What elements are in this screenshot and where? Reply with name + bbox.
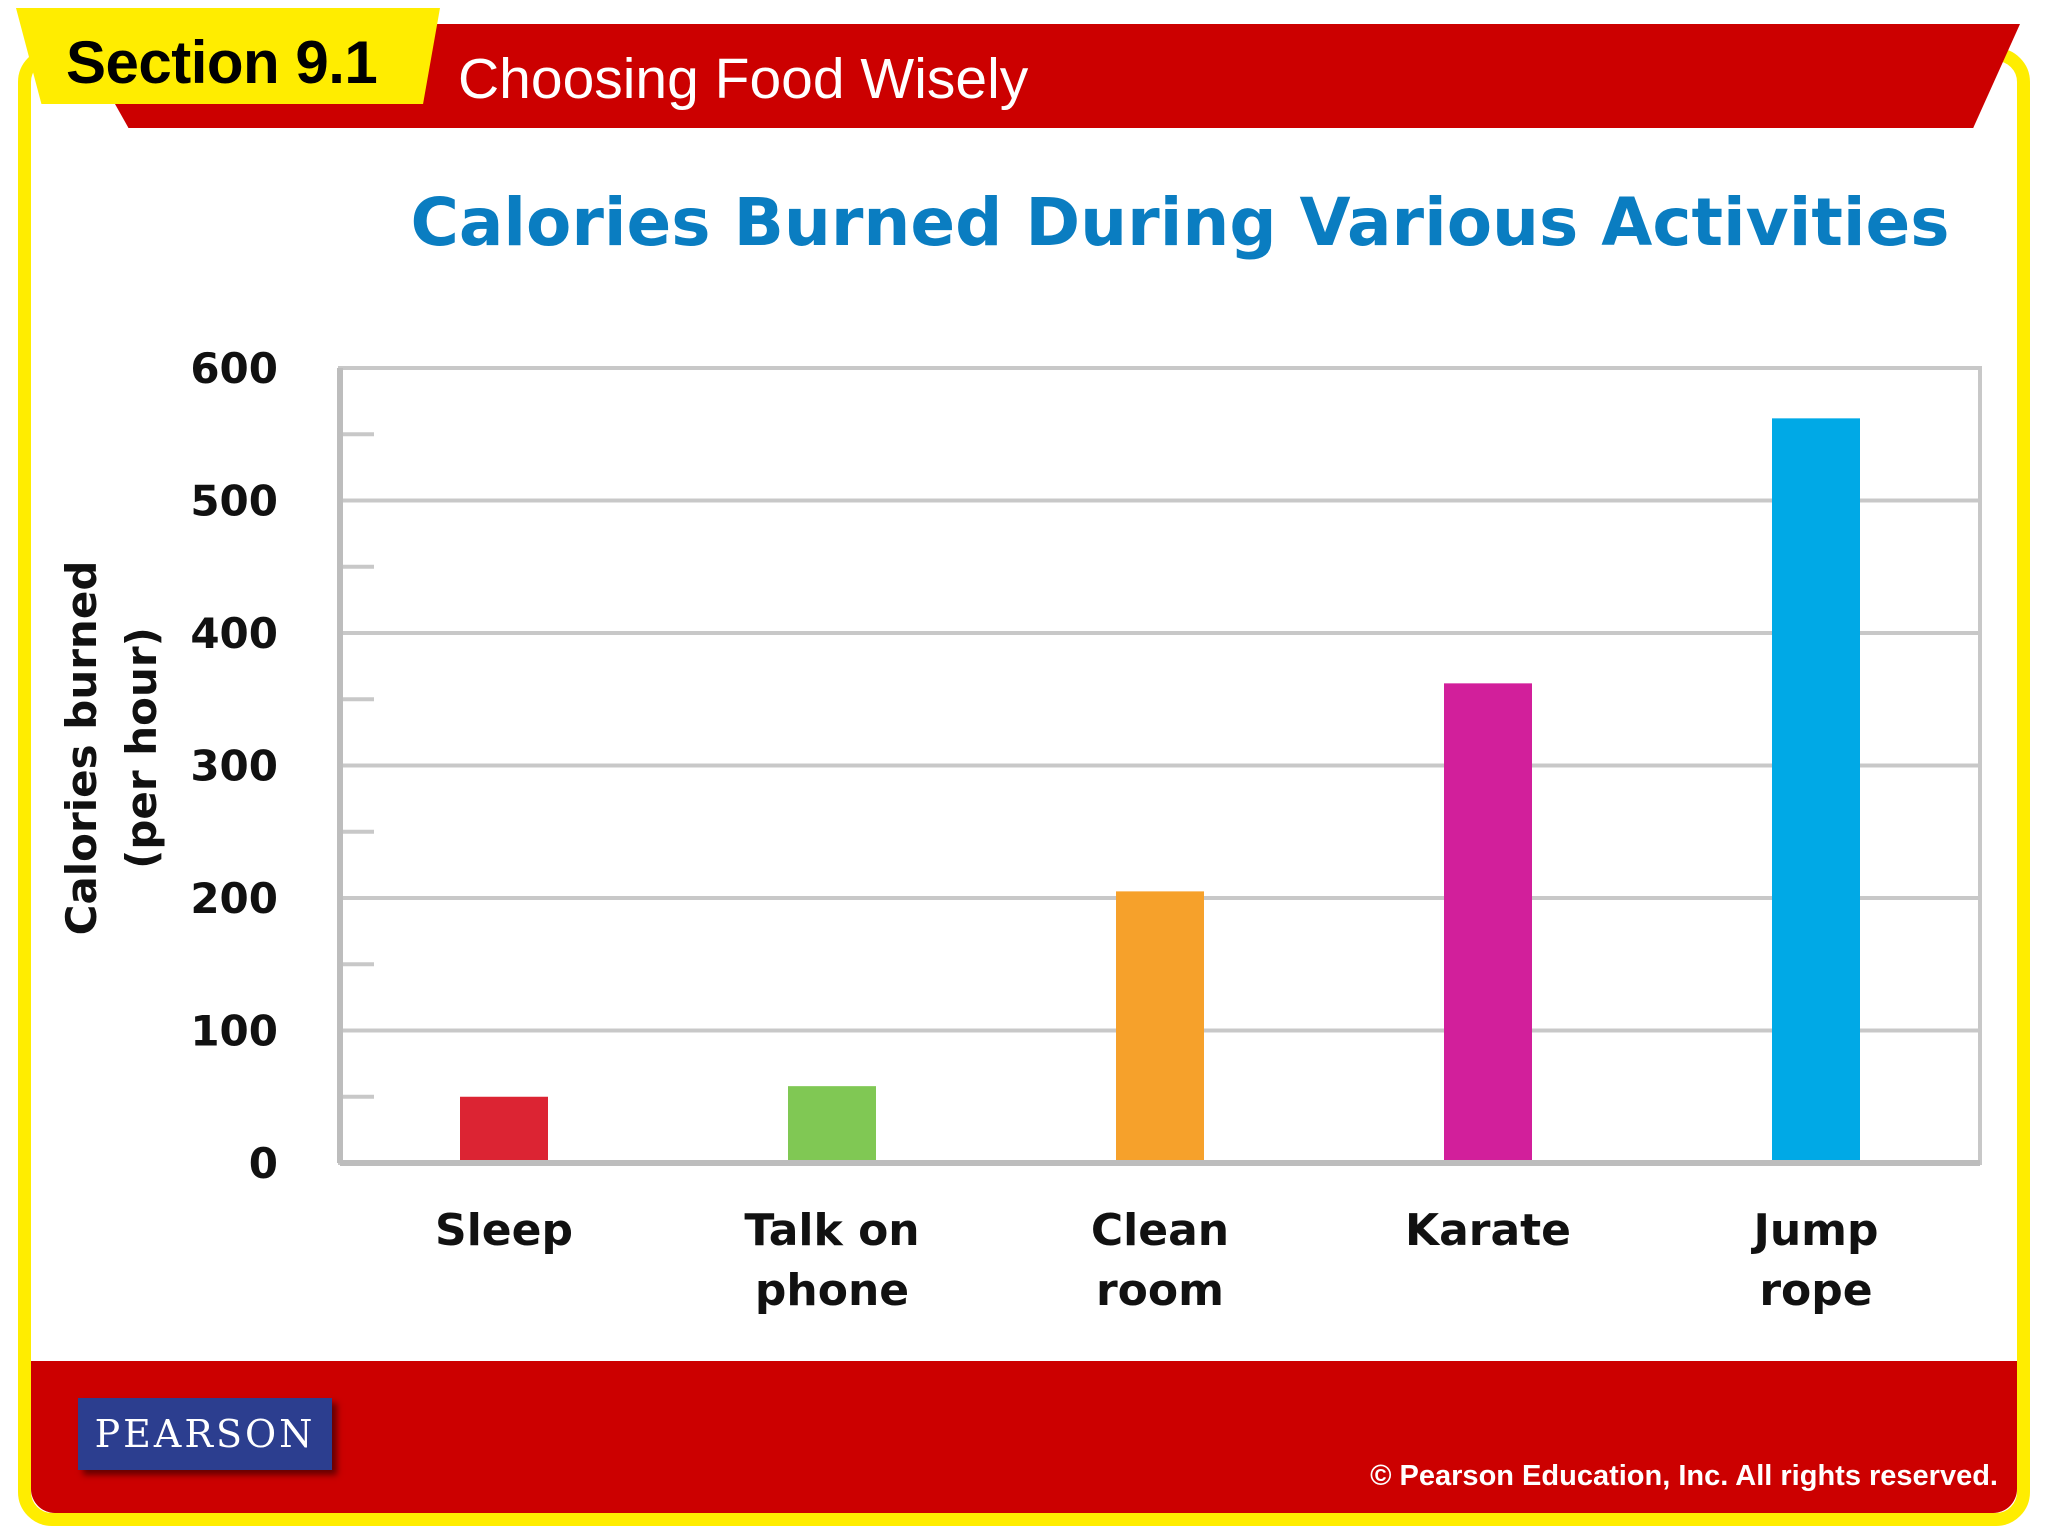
bar-1: [788, 1086, 876, 1160]
y-axis-title-line: (per hour): [117, 627, 166, 869]
x-category-label: Clean room: [1091, 1205, 1229, 1316]
bar-3: [1444, 683, 1532, 1160]
section-tab: [16, 8, 440, 104]
x-category-label: Talk on phone: [744, 1205, 919, 1316]
bar-0: [460, 1096, 548, 1160]
x-category-label: Jump rope: [1750, 1205, 1878, 1316]
y-axis-title-line: Calories burned: [57, 561, 106, 936]
y-tick-label: 300: [190, 742, 278, 791]
y-tick-label: 500: [190, 477, 278, 526]
x-category-label-line: rope: [1759, 1265, 1872, 1316]
x-category-label-line: Sleep: [435, 1205, 573, 1256]
bar-4: [1772, 418, 1860, 1161]
footer-band: [31, 1361, 2017, 1513]
copyright-notice: © Pearson Education, Inc. All rights res…: [1370, 1460, 1998, 1492]
y-tick-label: 200: [190, 874, 278, 923]
x-category-label-line: Clean: [1091, 1205, 1229, 1256]
bar-2: [1116, 891, 1204, 1160]
y-tick-label: 400: [190, 609, 278, 658]
y-tick-label: 600: [190, 344, 278, 393]
y-tick-label: 100: [190, 1007, 278, 1056]
section-label: Section 9.1: [66, 29, 378, 96]
pearson-logo: PEARSON: [78, 1398, 332, 1470]
y-tick-label: 0: [249, 1139, 278, 1188]
x-category-label-line: phone: [755, 1265, 909, 1316]
x-category-label: Sleep: [435, 1205, 573, 1256]
x-category-label-line: room: [1096, 1265, 1224, 1316]
x-category-label: Karate: [1405, 1205, 1571, 1256]
section-title: Choosing Food Wisely: [458, 47, 1029, 111]
x-category-label-line: Talk on: [744, 1205, 919, 1256]
x-category-label-line: Karate: [1405, 1205, 1571, 1256]
x-category-label-line: Jump: [1750, 1205, 1878, 1256]
y-axis-title: Calories burned (per hour): [57, 561, 166, 936]
chart-title: Calories Burned During Various Activitie…: [410, 184, 1949, 261]
